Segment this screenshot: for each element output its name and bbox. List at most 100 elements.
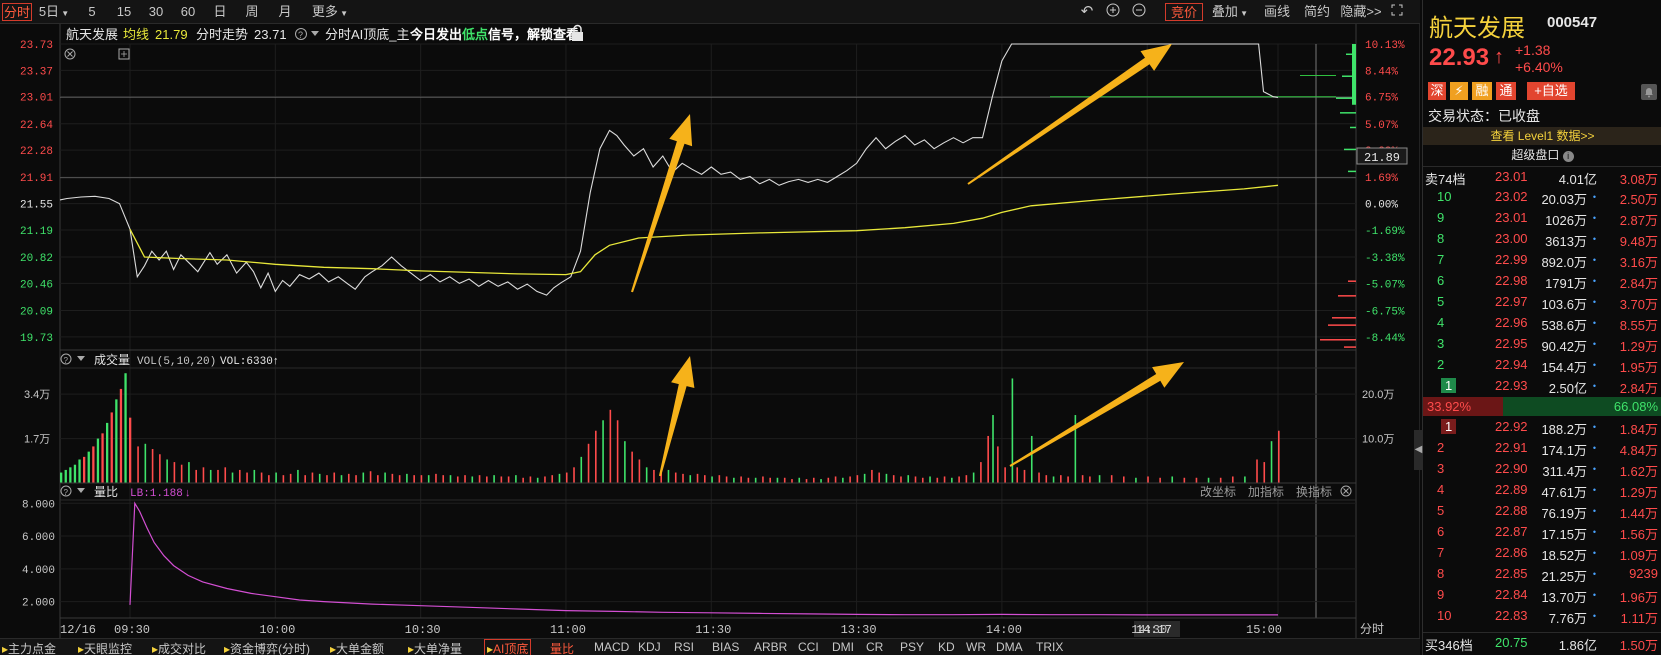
tab-day[interactable]: 日: [213, 4, 227, 19]
indicator-tab[interactable]: ▸天眼监控: [78, 640, 132, 655]
buy-summary-label: 买346档: [1425, 638, 1473, 653]
tab-month[interactable]: 月: [278, 4, 292, 19]
orderbook-sell-row[interactable]: 2 22.94 154.4万 • 1.95万: [1423, 355, 1661, 376]
indicator-tab[interactable]: TRIX: [1036, 640, 1063, 654]
indicator-tab[interactable]: WR: [966, 640, 986, 654]
overlay-button[interactable]: 叠加 ▼: [1210, 3, 1250, 21]
indicator-tab[interactable]: ▸成交对比: [152, 640, 206, 655]
sell-level: 1: [1441, 378, 1457, 393]
volume-bar: [943, 476, 946, 483]
collapse-panel-handle[interactable]: ◀: [1414, 430, 1423, 470]
indicator-tab[interactable]: ARBR: [754, 640, 787, 654]
indicator-tab[interactable]: BIAS: [712, 640, 739, 654]
orderbook-buy-row[interactable]: 7 22.86 18.52万 • 1.09万: [1423, 543, 1661, 564]
vol-help-icon[interactable]: [60, 353, 72, 365]
bidding-button[interactable]: 竞价: [1165, 3, 1203, 21]
help-icon[interactable]: [295, 28, 307, 40]
orderbook-sell-row[interactable]: 3 22.95 90.42万 • 1.29万: [1423, 334, 1661, 355]
hide-button[interactable]: 隐藏>>: [1340, 4, 1382, 19]
simple-button[interactable]: 简约: [1303, 4, 1330, 19]
draw-button[interactable]: 画线: [1263, 4, 1290, 19]
orderbook-buy-row[interactable]: 3 22.90 311.4万 • 1.62万: [1423, 459, 1661, 480]
add-watchlist-button[interactable]: +自选: [1527, 82, 1575, 100]
intraday-chart[interactable]: 航天发展 均线 21.79 分时走势 23.71 ? 分时AI顶底_主 今日发出低点…: [0, 24, 1420, 638]
orderbook-sell-row[interactable]: 4 22.96 538.6万 • 8.55万: [1423, 313, 1661, 334]
orderbook-buy-row[interactable]: 8 22.85 21.25万 • 9239: [1423, 564, 1661, 585]
change-axis-button[interactable]: 改坐标: [1200, 485, 1236, 499]
indicator-tab[interactable]: CCI: [798, 640, 819, 654]
tab-intraday[interactable]: 分时: [2, 3, 32, 21]
indicator-tab[interactable]: DMI: [832, 640, 854, 654]
chevron-down-icon[interactable]: [77, 356, 85, 361]
bell-icon[interactable]: [1641, 84, 1657, 100]
zoom-in-icon[interactable]: [1104, 3, 1122, 21]
indicator-tab[interactable]: DMA: [996, 640, 1023, 654]
indicator-tab[interactable]: ▸主力点金: [2, 640, 56, 655]
orderbook-sell-row[interactable]: 7 22.99 892.0万 • 3.16万: [1423, 250, 1661, 271]
volume-bar: [1263, 462, 1266, 483]
volume-bar: [115, 399, 118, 483]
orderbook-buy-row[interactable]: 6 22.87 17.15万 • 1.56万: [1423, 522, 1661, 543]
chevron-down-icon[interactable]: [311, 31, 319, 36]
orderbook-buy-row[interactable]: 5 22.88 76.19万 • 1.44万: [1423, 501, 1661, 522]
indicator-tab[interactable]: ▸AI顶底: [484, 639, 532, 655]
orderbook-sell-row[interactable]: 10 23.02 20.03万 • 2.50万: [1423, 187, 1661, 208]
add-indicator-button[interactable]: 加指标: [1248, 484, 1284, 499]
indicator-tab[interactable]: PSY: [900, 640, 924, 654]
orderbook-sell-row[interactable]: 9 23.01 1026万 • 2.87万: [1423, 208, 1661, 229]
orderbook-sell-row[interactable]: 1 22.93 2.50亿 • 2.84万: [1423, 376, 1661, 397]
stock-name: 航天发展: [1429, 15, 1525, 42]
chevron-down-icon[interactable]: [77, 488, 85, 493]
orderbook-buy-row[interactable]: 4 22.89 47.61万 • 1.29万: [1423, 480, 1661, 501]
badge-shenzhen[interactable]: 深: [1428, 82, 1446, 100]
badge-connect[interactable]: 通: [1496, 82, 1516, 100]
indicator-tab[interactable]: CR: [866, 640, 883, 654]
time-axis: 12/16 09:30 10:00 10:30 11:00 11:30 13:30 14:00…: [60, 621, 1384, 637]
volume-bar: [289, 473, 292, 483]
expand-panel-icon[interactable]: [118, 48, 130, 60]
close-indicator-icon[interactable]: [1340, 485, 1352, 497]
indicator-tab[interactable]: ▸大单金额: [330, 640, 384, 655]
zoom-out-icon[interactable]: [1130, 3, 1148, 21]
volume-bar: [1122, 476, 1125, 483]
indicator-tab[interactable]: KDJ: [638, 640, 661, 654]
tab-week[interactable]: 周: [245, 4, 259, 19]
indicator-tab-label: CR: [866, 640, 884, 654]
indicator-tab[interactable]: 量比: [550, 640, 574, 655]
switch-indicator-button[interactable]: 换指标: [1296, 484, 1332, 499]
chevron-down-icon: ▼: [59, 9, 70, 18]
dot-icon: •: [1592, 213, 1596, 223]
depth-bar: [1332, 317, 1356, 319]
indicator-tab[interactable]: MACD: [594, 640, 629, 654]
badge-margin[interactable]: 融: [1472, 82, 1492, 100]
orderbook-sell-row[interactable]: 5 22.97 103.6万 • 3.70万: [1423, 292, 1661, 313]
indicator-tab[interactable]: KD: [938, 640, 955, 654]
indicator-tab[interactable]: ▸资金博弈(分时): [224, 640, 310, 655]
tab-15min[interactable]: 15: [116, 4, 132, 19]
orderbook-buy-row[interactable]: 9 22.84 13.70万 • 1.96万: [1423, 585, 1661, 606]
info-icon[interactable]: i: [1562, 151, 1574, 162]
tab-more[interactable]: 更多 ▼: [310, 3, 350, 21]
lock-icon[interactable]: [572, 24, 583, 42]
tab-5day[interactable]: 5日 ▼: [38, 3, 70, 21]
level1-link[interactable]: 查看 Level1 数据>>: [1423, 127, 1661, 145]
undo-icon[interactable]: ↶: [1080, 3, 1094, 20]
orderbook-buy-row[interactable]: 10 22.83 7.76万 • 1.11万: [1423, 606, 1661, 627]
orderbook-buy-row[interactable]: 1 22.92 188.2万 • 1.84万: [1423, 417, 1661, 438]
tab-30min[interactable]: 30: [148, 4, 164, 19]
orderbook-buy-row[interactable]: 2 22.91 174.1万 • 4.84万: [1423, 438, 1661, 459]
volume-bar: [1004, 467, 1006, 483]
indicator-tab[interactable]: RSI: [674, 640, 694, 654]
tab-5min[interactable]: 5: [88, 4, 96, 19]
buy-summary-price: 20.75: [1495, 635, 1528, 650]
lb-help-icon[interactable]: [60, 485, 72, 497]
fullscreen-icon[interactable]: [1388, 3, 1406, 21]
close-panel-icon[interactable]: [64, 48, 76, 60]
lightning-icon[interactable]: ⚡: [1450, 82, 1468, 100]
orderbook-sell-row[interactable]: 8 23.00 3613万 • 9.48万: [1423, 229, 1661, 250]
tab-60min[interactable]: 60: [180, 4, 196, 19]
indicator-tab[interactable]: ▸大单净量: [408, 640, 462, 655]
signal-text[interactable]: 今日发出低点信号，解锁查看: [409, 27, 579, 42]
time-tick-label: 11:30: [695, 623, 731, 637]
orderbook-sell-row[interactable]: 6 22.98 1791万 • 2.84万: [1423, 271, 1661, 292]
